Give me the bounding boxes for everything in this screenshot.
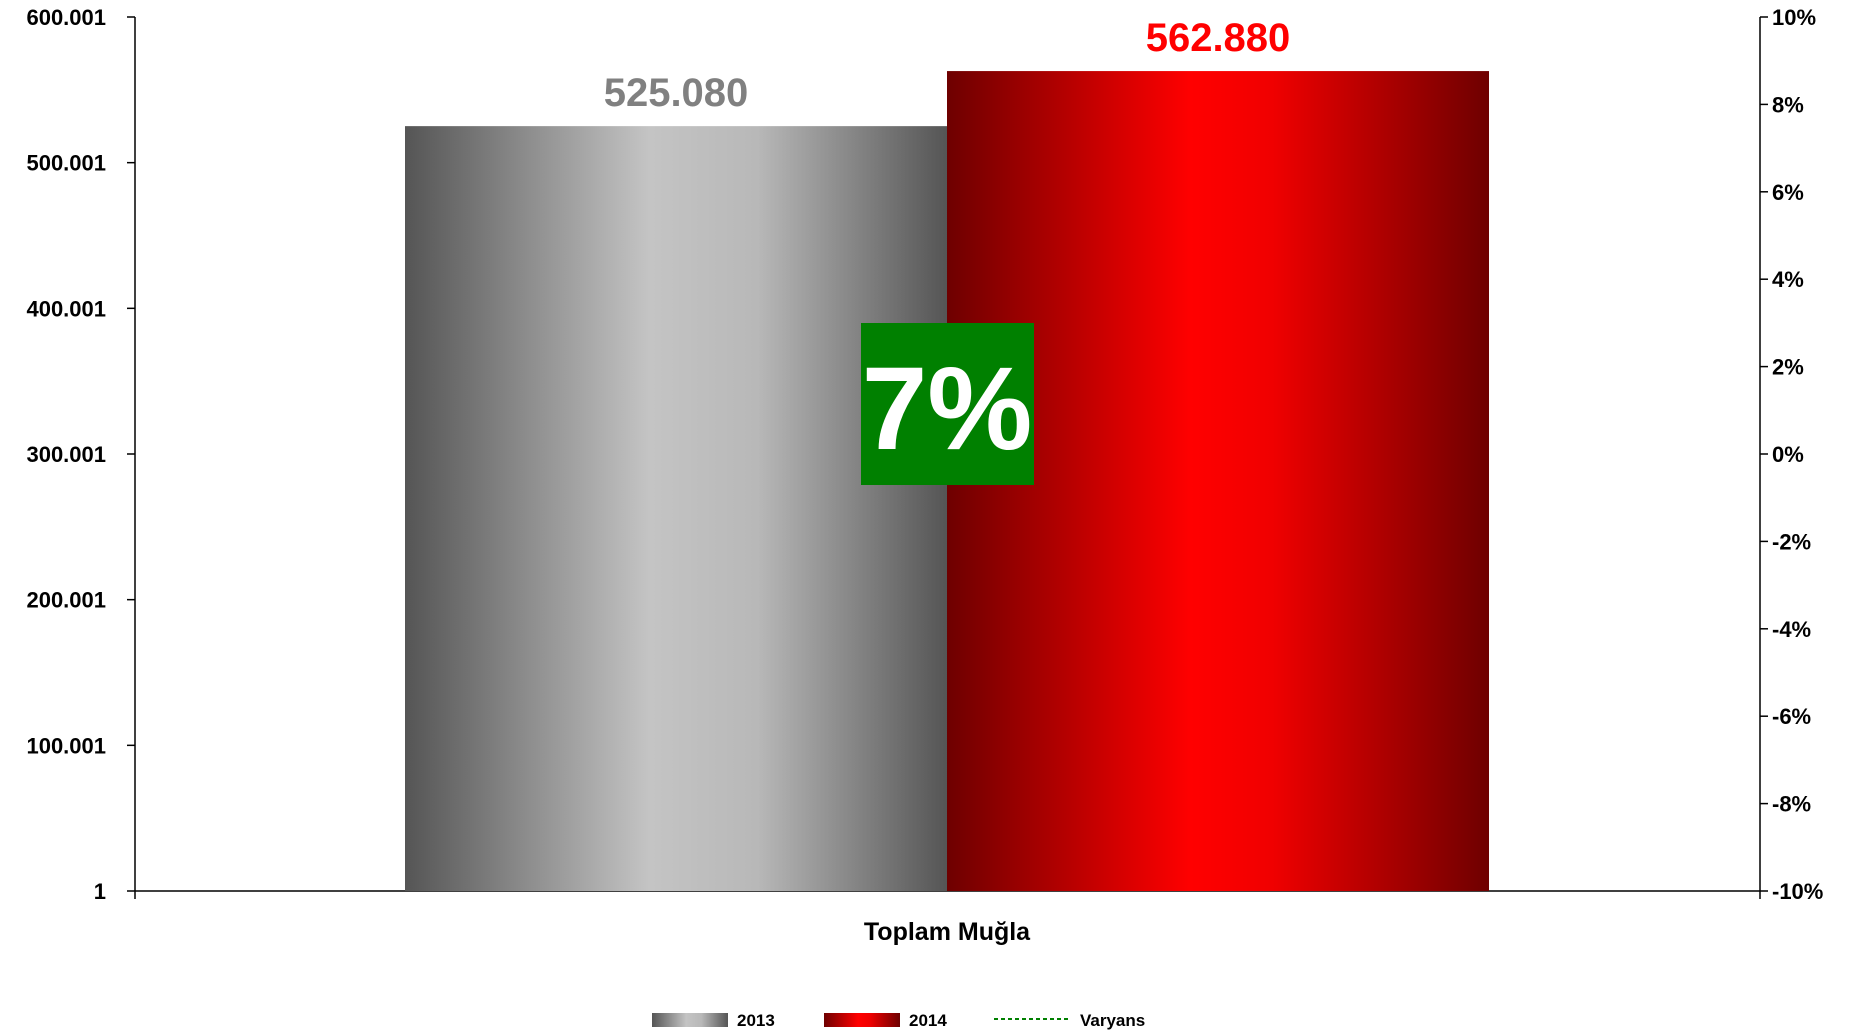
legend-label-2013: 2013 — [737, 1011, 775, 1030]
y-left-tick-label: 1 — [94, 879, 106, 904]
y-left-tick-label: 100.001 — [26, 733, 106, 758]
bar-2013 — [405, 126, 947, 891]
y-right-tick-label: 10% — [1772, 5, 1816, 30]
y-left-tick-label: 400.001 — [26, 296, 106, 321]
bars — [405, 71, 1489, 891]
y-left-tick-label: 200.001 — [26, 588, 106, 613]
y-right-tick-label: 4% — [1772, 267, 1804, 292]
variance-badge — [861, 323, 1034, 485]
data-labels: 525.080 562.880 — [604, 16, 1291, 115]
y-right-tick-label: -2% — [1772, 529, 1811, 554]
y-right-tick-label: -10% — [1772, 879, 1823, 904]
y-right-tick-label: 2% — [1772, 355, 1804, 380]
y-right-tick-label: 6% — [1772, 180, 1804, 205]
bar-2014 — [947, 71, 1489, 891]
y-left-tick-label: 600.001 — [26, 5, 106, 30]
y-left-tick-label: 500.001 — [26, 151, 106, 176]
axes: 1 100.001 200.001 300.001 400.001 500.001 600.… — [26, 5, 1823, 904]
data-label-2014: 562.880 — [1146, 16, 1291, 60]
y-right-tick-label: 0% — [1772, 442, 1804, 467]
y-left-tick-label: 300.001 — [26, 442, 106, 467]
legend-label-2014: 2014 — [909, 1011, 947, 1030]
y-right-tick-label: -4% — [1772, 617, 1811, 642]
legend-label-varyans: Varyans — [1080, 1011, 1145, 1030]
y-right-tick-label: 8% — [1772, 92, 1804, 117]
data-label-2013: 525.080 — [604, 71, 749, 115]
legend: 2013 2014 Varyans — [652, 1011, 1145, 1030]
y-right-tick-label: -8% — [1772, 792, 1811, 817]
x-category-label: Toplam Muğla — [864, 918, 1031, 946]
legend-swatch-2013 — [652, 1013, 728, 1027]
legend-swatch-2014 — [824, 1013, 900, 1027]
variance-label: 7% — [862, 343, 1033, 475]
y-right-tick-label: -6% — [1772, 704, 1811, 729]
